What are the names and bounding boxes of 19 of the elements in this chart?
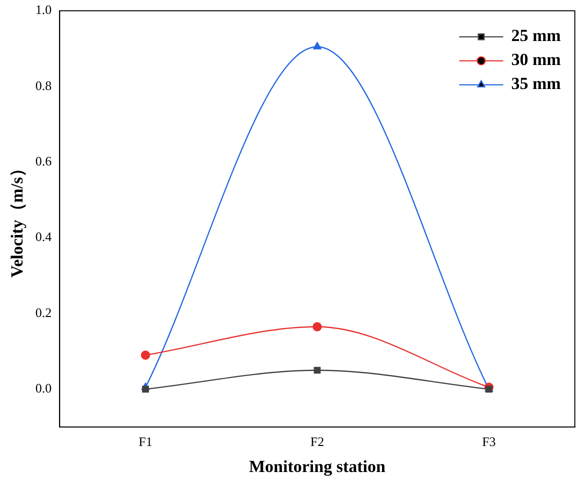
y-tick-label: 0.4 — [35, 229, 52, 244]
x-axis-title: Monitoring station — [248, 457, 386, 476]
y-tick-label: 0.8 — [35, 78, 52, 93]
y-tick-label: 0.6 — [35, 154, 52, 169]
point — [140, 350, 150, 360]
x-tick-label: F3 — [482, 434, 496, 450]
x-tick-label: F1 — [138, 434, 152, 450]
x-tick-label: F2 — [310, 434, 324, 450]
y-axis-title: Velocity（m/s） — [8, 160, 27, 278]
y-tick-label: 0.2 — [35, 304, 52, 320]
point — [314, 366, 321, 374]
legend-label: 25 mm — [511, 26, 561, 46]
legend-label: 30 mm — [511, 50, 561, 70]
y-tick-label: 0.0 — [35, 380, 52, 396]
y-tick-label: 1.0 — [35, 2, 52, 18]
legend-label: 35 mm — [511, 74, 561, 94]
point — [313, 42, 322, 50]
point — [142, 386, 149, 393]
point — [312, 322, 322, 332]
